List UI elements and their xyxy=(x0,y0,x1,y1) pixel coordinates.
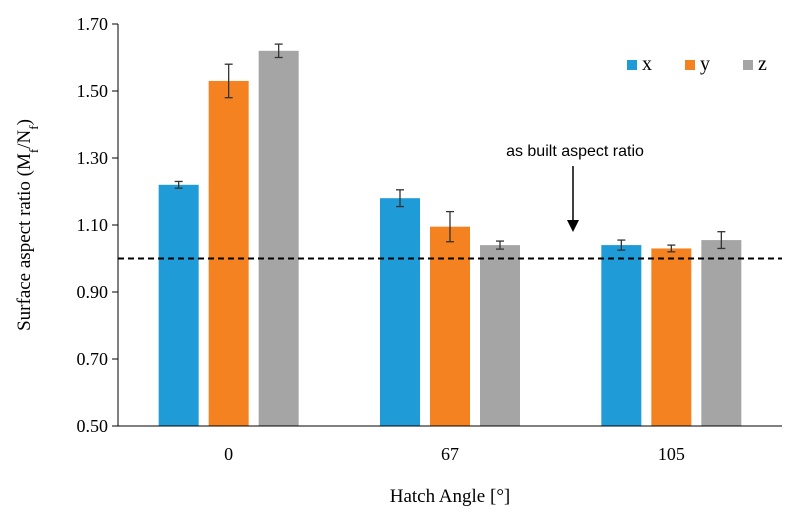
legend-swatch-x xyxy=(627,60,637,70)
y-tick-label: 0.50 xyxy=(77,416,109,436)
y-axis-title-prefix: Surface aspect ratio (M xyxy=(14,153,35,331)
bar-y-105 xyxy=(651,248,692,426)
x-tick-label: 67 xyxy=(441,444,459,464)
y-axis-title-sub2: f xyxy=(26,125,41,130)
x-tick-label: 0 xyxy=(224,444,233,464)
y-axis-ticks: 0.50 0.70 0.90 1.10 1.30 1.50 1.70 xyxy=(77,14,118,436)
bar-y-0 xyxy=(208,80,249,426)
y-tick-label: 1.30 xyxy=(77,148,109,168)
reference-line-label: as built aspect ratio xyxy=(506,143,644,160)
bar-x-105 xyxy=(601,245,642,426)
legend-swatch-y xyxy=(685,60,695,70)
bar-y-67 xyxy=(430,226,470,426)
x-axis-ticks: 0 67 105 xyxy=(224,444,685,464)
y-tick-label: 1.50 xyxy=(77,81,109,101)
y-tick-label: 1.10 xyxy=(77,215,109,235)
reference-arrow xyxy=(567,166,579,232)
x-axis-title: Hatch Angle [°] xyxy=(390,486,511,507)
bar-z-0 xyxy=(258,50,299,427)
legend-label-y: y xyxy=(700,53,710,75)
legend: x y z xyxy=(627,53,767,75)
y-axis-title-suffix: ) xyxy=(14,119,35,125)
x-tick-label: 105 xyxy=(658,444,685,464)
y-tick-label: 0.90 xyxy=(77,282,109,302)
y-tick-label: 0.70 xyxy=(77,349,109,369)
legend-swatch-z xyxy=(743,60,753,70)
arrow-head xyxy=(567,220,579,232)
y-axis-title-sub1: f xyxy=(26,148,41,153)
y-axis-title-mid: /N xyxy=(14,129,35,148)
y-axis-title: Surface aspect ratio (Mf/Nf) xyxy=(14,119,41,331)
y-tick-label: 1.70 xyxy=(77,14,109,34)
legend-label-x: x xyxy=(642,53,652,75)
bar-z-105 xyxy=(701,240,742,426)
bar-z-67 xyxy=(480,245,520,426)
bar-x-0 xyxy=(158,184,199,426)
bar-x-67 xyxy=(380,198,420,426)
bars-group xyxy=(158,43,742,427)
legend-label-z: z xyxy=(758,53,767,75)
